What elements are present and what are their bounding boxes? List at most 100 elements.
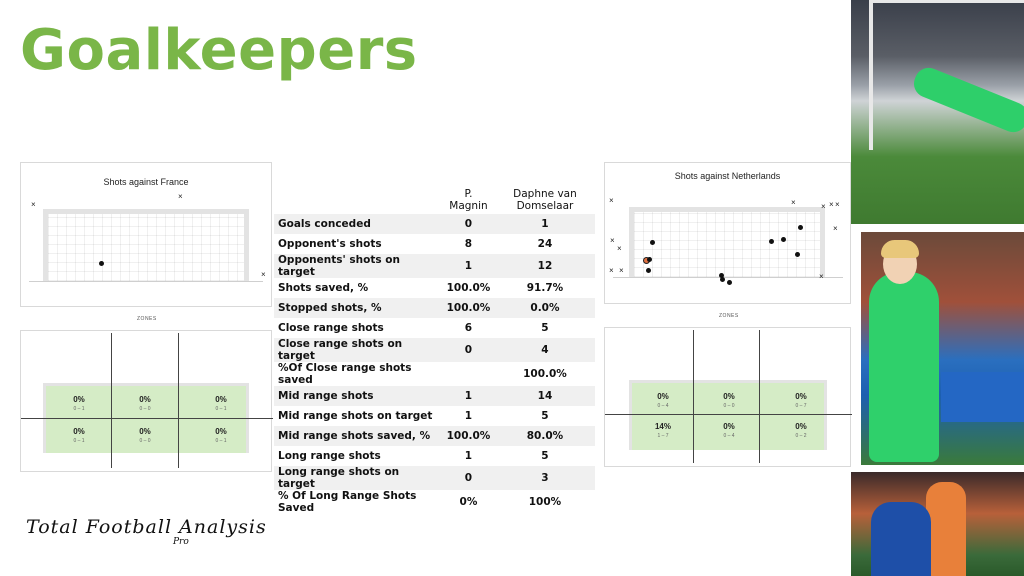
- stat-value-magnin: 0: [442, 338, 495, 362]
- missed-shot-marker: ×: [819, 272, 824, 281]
- goalkeeper-stats-table: P. Magnin Daphne van Domselaar Goals con…: [274, 186, 595, 514]
- stat-value-van-domselaar: 100%: [528, 496, 562, 508]
- stat-value-magnin: 1: [464, 450, 473, 462]
- missed-shot-marker: ×: [31, 200, 36, 209]
- stats-row: Close range shots on target 0 4: [274, 338, 595, 362]
- stat-value-magnin: 0: [442, 214, 495, 234]
- stat-label: %Of Close range shots saved: [278, 362, 412, 386]
- stats-row: Mid range shots saved, % 100.0% 80.0%: [274, 426, 595, 446]
- goal-post: [869, 0, 873, 150]
- shot-dot: [720, 277, 725, 282]
- zone-cell: 0% 0 – 4: [657, 392, 669, 409]
- goalkeeper-figure: [869, 272, 939, 462]
- goal-frame: [629, 207, 825, 277]
- shot-dot: [727, 280, 732, 285]
- missed-shot-marker: ×: [617, 244, 622, 253]
- goalkeeper-portrait-photo: [861, 232, 1024, 465]
- zone-cell: 14% 1 – 7: [654, 422, 671, 439]
- column-header: Daphne van Domselaar: [513, 188, 577, 212]
- stat-value-van-domselaar: 3: [494, 466, 595, 490]
- stat-value-magnin: 1: [442, 254, 495, 278]
- stat-value-van-domselaar: 14: [494, 386, 595, 406]
- stat-value-magnin: 100.0%: [446, 282, 491, 294]
- brand-logo: Total Football Analysis: [26, 516, 267, 538]
- zones-panel-netherlands: 0% 0 – 4 0% 0 – 0 0% 0 – 7 14% 1 – 7 0% 0 – 4…: [604, 327, 852, 467]
- zone-cell: 0% 0 – 4: [723, 422, 735, 439]
- stat-value-magnin: 100.0%: [442, 426, 495, 446]
- goalkeeper-hair: [881, 240, 919, 258]
- diving-goalkeeper: [909, 63, 1024, 137]
- stat-value-magnin: 1: [464, 410, 473, 422]
- stats-row: %Of Close range shots saved 100.0%: [274, 362, 595, 386]
- table-header-row: P. Magnin Daphne van Domselaar: [274, 186, 595, 214]
- match-action-photo: [851, 472, 1024, 576]
- shot-dot: [781, 237, 786, 242]
- zones-goal: [629, 380, 827, 450]
- missed-shot-marker: ×: [610, 236, 615, 245]
- zone-divider: [693, 330, 694, 463]
- shot-dot: [719, 273, 724, 278]
- zones-label: ZONES: [719, 313, 739, 319]
- shot-dot: [795, 252, 800, 257]
- table-header-blank: [274, 186, 442, 214]
- stat-value-van-domselaar: 0.0%: [494, 298, 595, 318]
- stat-value-van-domselaar: 4: [494, 338, 595, 362]
- missed-shot-marker: ×: [791, 198, 796, 207]
- stat-value-van-domselaar: 91.7%: [526, 282, 564, 294]
- zone-divider: [111, 333, 112, 468]
- zone-cell: 0% 0 – 1: [215, 427, 227, 444]
- missed-shot-marker: ×: [829, 200, 834, 209]
- stat-value-magnin: 8: [464, 238, 473, 250]
- stat-label: Mid range shots saved, %: [274, 426, 442, 446]
- missed-shot-marker: ×: [619, 266, 624, 275]
- shot-dot: [650, 240, 655, 245]
- stats-row: % Of Long Range Shots Saved 0% 100%: [274, 490, 595, 514]
- missed-shot-marker: ×: [835, 200, 840, 209]
- missed-shot-marker: ×: [609, 266, 614, 275]
- zone-cell: 0% 0 – 2: [795, 422, 807, 439]
- stats-row: Shots saved, % 100.0% 91.7%: [274, 278, 595, 298]
- stats-row: Goals conceded 0 1: [274, 214, 595, 234]
- stat-label: Close range shots on target: [274, 338, 442, 362]
- stat-value-magnin: [442, 362, 495, 386]
- stat-label: Mid range shots: [274, 386, 442, 406]
- goal-frame: [43, 209, 249, 281]
- shot-dot: [646, 268, 651, 273]
- missed-shot-marker: ×: [178, 192, 183, 201]
- stat-value-magnin: 100.0%: [442, 298, 495, 318]
- stat-label: Opponent's shots: [278, 238, 382, 250]
- shot-map-netherlands: Shots against Netherlands × × × × × × × …: [604, 162, 851, 304]
- stat-value-magnin: 1: [442, 386, 495, 406]
- zone-divider: [21, 418, 273, 419]
- stat-value-van-domselaar: 12: [494, 254, 595, 278]
- stats-row: Stopped shots, % 100.0% 0.0%: [274, 298, 595, 318]
- zone-cell: 0% 0 – 1: [215, 395, 227, 412]
- zone-cell: 0% 0 – 0: [723, 392, 735, 409]
- brand-logo-sub: Pro: [173, 537, 189, 547]
- ground-line: [613, 277, 843, 278]
- stat-value-van-domselaar: 5: [541, 322, 549, 334]
- stat-value-van-domselaar: 24: [537, 238, 553, 250]
- stat-label: Long range shots: [278, 450, 381, 462]
- stat-label: Shots saved, %: [278, 282, 369, 294]
- zone-divider: [605, 414, 852, 415]
- stat-label: Stopped shots, %: [274, 298, 442, 318]
- zone-divider: [759, 330, 760, 463]
- stat-label: Goals conceded: [274, 214, 442, 234]
- stat-value-van-domselaar: 1: [494, 214, 595, 234]
- missed-shot-marker: ×: [833, 224, 838, 233]
- stat-value-magnin: 6: [464, 322, 473, 334]
- zones-panel-france: 0% 0 – 1 0% 0 – 0 0% 0 – 1 0% 0 – 1 0% 0 – 0 …: [20, 330, 273, 472]
- zone-cell: 0% 0 – 1: [73, 427, 85, 444]
- stat-value-van-domselaar: 5: [541, 450, 549, 462]
- stats-row: Close range shots 6 5: [274, 318, 595, 338]
- player-figure: [871, 502, 931, 576]
- stats-row: Opponents' shots on target 1 12: [274, 254, 595, 278]
- zone-cell: 0% 0 – 1: [73, 395, 85, 412]
- shot-dot: [798, 225, 803, 230]
- column-header: P. Magnin: [449, 188, 488, 212]
- stat-label: Long range shots on target: [274, 466, 442, 490]
- missed-shot-marker: ×: [261, 270, 266, 279]
- shot-map-title: Shots against France: [103, 177, 189, 187]
- shot-map-title: Shots against Netherlands: [674, 171, 781, 181]
